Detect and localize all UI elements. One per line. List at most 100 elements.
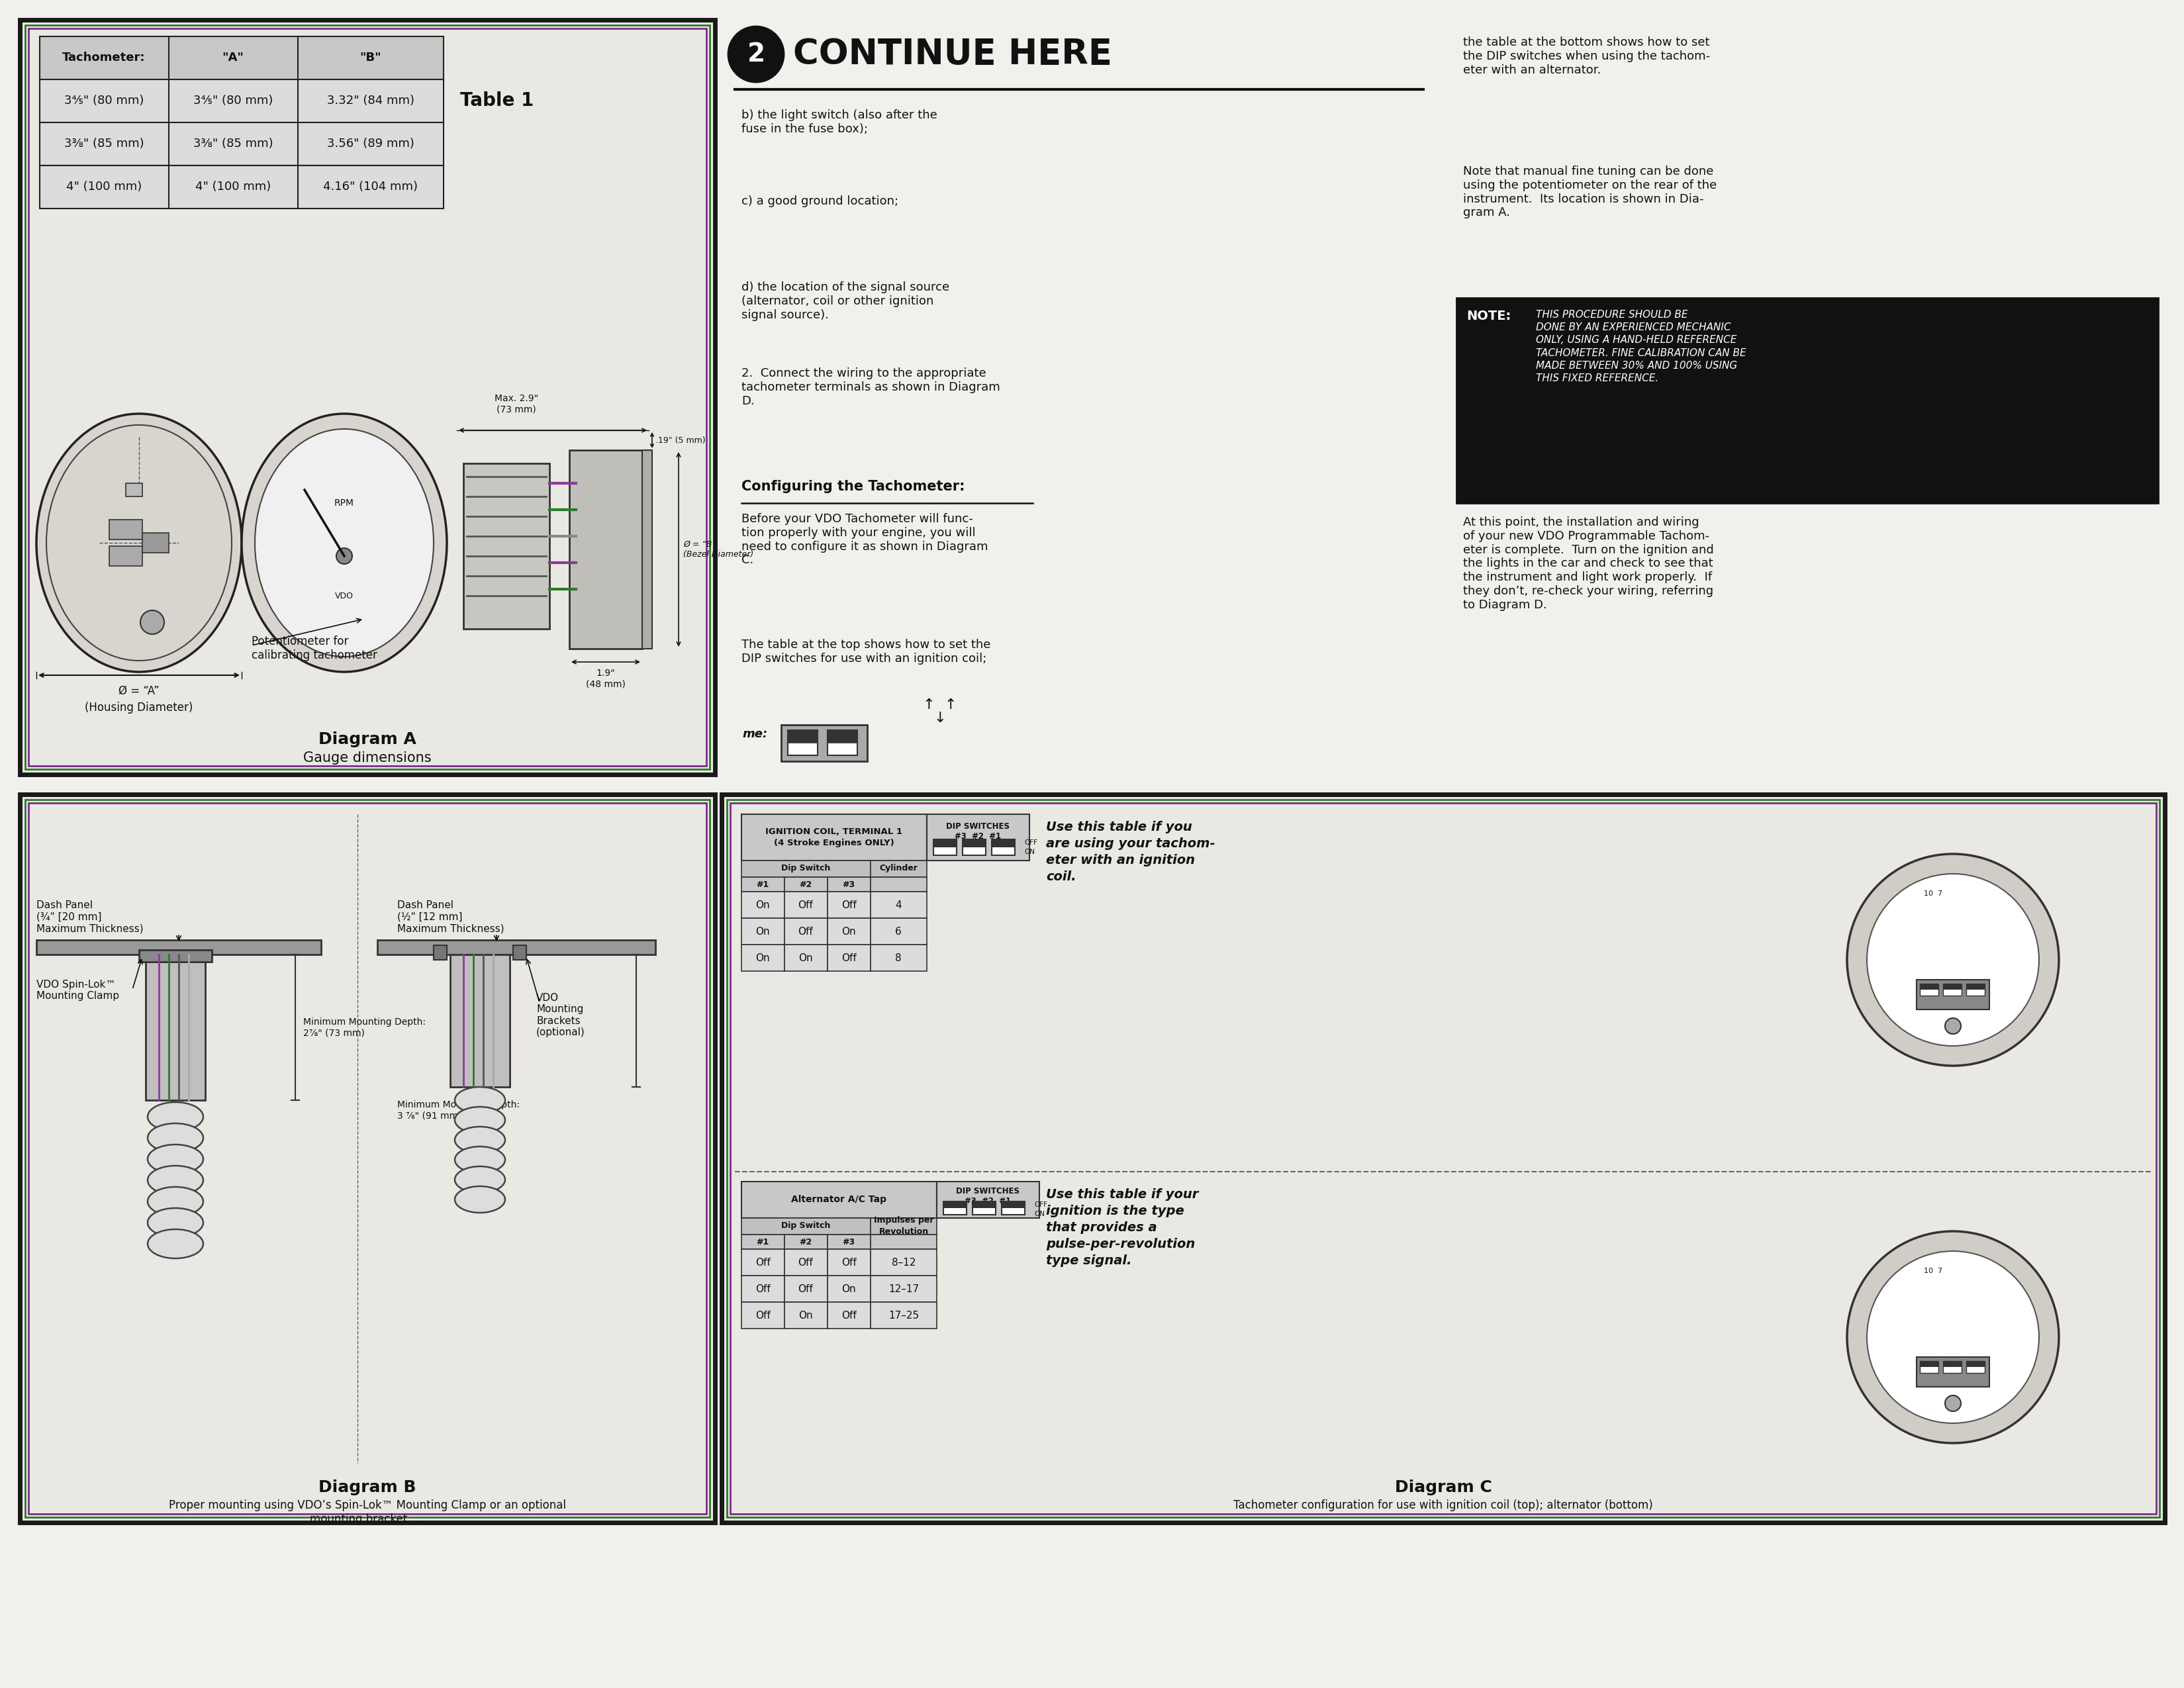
Bar [142, 533, 168, 552]
Text: Off: Off [797, 1258, 812, 1268]
Text: 17–25: 17–25 [889, 1310, 919, 1320]
Text: ↑  ↑: ↑ ↑ [924, 699, 957, 712]
Text: Off: Off [841, 900, 856, 910]
Bar [828, 731, 858, 755]
Text: NOTE:: NOTE: [1465, 311, 1511, 322]
Bar [972, 1202, 996, 1209]
Text: 10  7: 10 7 [1924, 1268, 1942, 1274]
Bar [992, 839, 1016, 847]
Text: DIP SWITCHES
#3  #2  #1: DIP SWITCHES #3 #2 #1 [957, 1187, 1020, 1205]
Bar [740, 1182, 937, 1219]
Text: 8: 8 [895, 954, 902, 962]
Bar [972, 1202, 996, 1215]
Text: Ø = “A”: Ø = “A” [118, 685, 159, 697]
Text: #3: #3 [843, 879, 856, 888]
Text: Before your VDO Tachometer will func-
tion properly with your engine, you will
n: Before your VDO Tachometer will func- ti… [740, 513, 987, 565]
Text: Max. 2.9"
(73 mm): Max. 2.9" (73 mm) [494, 393, 537, 414]
Text: b) the light switch (also after the
fuse in the fuse box);: b) the light switch (also after the fuse… [740, 110, 937, 135]
Text: 3.56" (89 mm): 3.56" (89 mm) [328, 138, 415, 150]
Bar [1944, 1361, 1961, 1367]
Text: Off: Off [797, 900, 812, 910]
Text: Dip Switch: Dip Switch [782, 864, 830, 873]
Bar [1920, 1361, 1939, 1367]
Text: Off: Off [756, 1310, 771, 1320]
Ellipse shape [454, 1126, 505, 1153]
Text: On: On [756, 927, 769, 937]
Text: VDO: VDO [334, 591, 354, 599]
Bar [146, 954, 205, 1101]
Text: CONTINUE HERE: CONTINUE HERE [793, 37, 1112, 71]
Text: Dip Switch: Dip Switch [782, 1222, 830, 1231]
Bar [963, 839, 985, 847]
Text: Diagram B: Diagram B [319, 1479, 417, 1496]
Text: 6: 6 [895, 927, 902, 937]
Text: RPM: RPM [334, 498, 354, 508]
Text: Minimum Mounting Depth:
3 ⅞" (91 mm): Minimum Mounting Depth: 3 ⅞" (91 mm) [397, 1101, 520, 1121]
Text: Proper mounting using VDO’s Spin-Lok™ Mounting Clamp or an optional
mounting bra: Proper mounting using VDO’s Spin-Lok™ Mo… [168, 1499, 566, 1524]
Bar [109, 520, 142, 540]
Bar [871, 1301, 937, 1328]
Bar [926, 814, 1029, 861]
Bar [20, 20, 714, 775]
Text: On: On [756, 900, 769, 910]
Text: the table at the bottom shows how to set
the DIP switches when using the tachom-: the table at the bottom shows how to set… [1463, 37, 1710, 76]
Text: 10  7: 10 7 [1924, 890, 1942, 896]
Bar [1920, 1361, 1939, 1372]
Text: me:: me: [743, 728, 769, 739]
Text: Off: Off [756, 1285, 771, 1293]
Text: Gauge dimensions: Gauge dimensions [304, 751, 432, 765]
Text: Diagram C: Diagram C [1396, 1479, 1492, 1496]
Text: OFF
ON: OFF ON [1024, 839, 1037, 856]
Bar [871, 918, 926, 945]
Bar [26, 25, 710, 770]
Text: 3⅘" (80 mm): 3⅘" (80 mm) [63, 95, 144, 106]
Bar [1966, 984, 1985, 996]
Bar [1918, 979, 1990, 1009]
Text: 12–17: 12–17 [889, 1285, 919, 1293]
Text: Impulses per
Revolution: Impulses per Revolution [874, 1217, 933, 1236]
Bar [39, 123, 443, 165]
Bar [784, 878, 828, 891]
Bar [1002, 1202, 1024, 1209]
Bar [784, 1234, 828, 1249]
Bar [828, 1249, 871, 1276]
Bar [828, 878, 871, 891]
Ellipse shape [454, 1166, 505, 1193]
Text: On: On [756, 954, 769, 962]
Text: Minimum Mounting Depth:
2⅞" (73 mm): Minimum Mounting Depth: 2⅞" (73 mm) [304, 1018, 426, 1038]
Text: At this point, the installation and wiring
of your new VDO Programmable Tachom-
: At this point, the installation and wiri… [1463, 517, 1714, 611]
Text: On: On [841, 1285, 856, 1293]
Text: #3: #3 [843, 1237, 856, 1246]
Bar [26, 800, 710, 1518]
Bar [463, 464, 550, 630]
Text: OFF
ON: OFF ON [1033, 1202, 1048, 1217]
Text: DIP SWITCHES
#3  #2  #1: DIP SWITCHES #3 #2 #1 [946, 822, 1009, 841]
Bar [721, 795, 2164, 1523]
Bar [39, 79, 443, 123]
Text: IGNITION COIL, TERMINAL 1
(4 Stroke Engines ONLY): IGNITION COIL, TERMINAL 1 (4 Stroke Engi… [767, 827, 902, 847]
Circle shape [1848, 854, 2060, 1065]
Bar [871, 1249, 937, 1276]
Bar [1002, 1202, 1024, 1215]
Bar [740, 861, 871, 878]
Circle shape [336, 549, 352, 564]
Bar [933, 839, 957, 856]
Text: 4" (100 mm): 4" (100 mm) [66, 181, 142, 192]
Text: 3.32" (84 mm): 3.32" (84 mm) [328, 95, 415, 106]
Text: VDO Spin-Lok™
Mounting Clamp: VDO Spin-Lok™ Mounting Clamp [37, 979, 120, 1001]
Bar [727, 800, 2160, 1518]
Bar [784, 945, 828, 971]
Bar [642, 451, 653, 648]
Text: Off: Off [841, 1258, 856, 1268]
Ellipse shape [242, 414, 448, 672]
Text: 3⅘" (80 mm): 3⅘" (80 mm) [192, 95, 273, 106]
Text: Off: Off [841, 1310, 856, 1320]
Bar [1966, 1361, 1985, 1372]
Bar [109, 547, 142, 565]
Text: "A": "A" [223, 52, 245, 64]
Text: Tachometer:: Tachometer: [63, 52, 146, 64]
Bar [127, 483, 142, 496]
Bar [1944, 984, 1961, 996]
Bar [740, 814, 926, 861]
Bar [933, 839, 957, 847]
